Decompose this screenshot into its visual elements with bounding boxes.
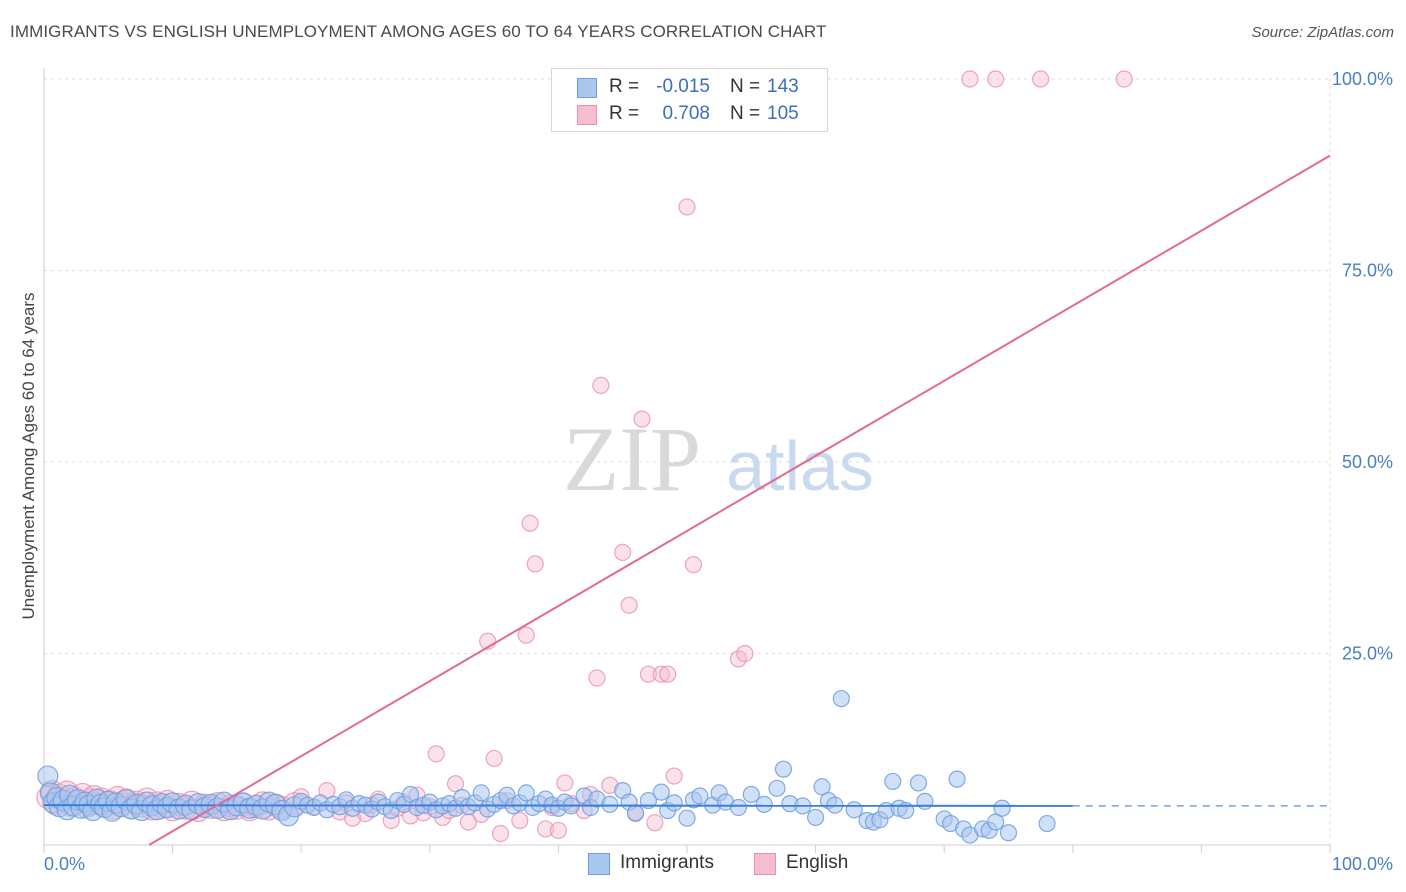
immigrants-point bbox=[652, 783, 670, 801]
source-label: Source: ZipAtlas.com bbox=[1251, 24, 1394, 41]
english-point bbox=[592, 376, 610, 394]
watermark: ZIP atlas bbox=[563, 408, 874, 510]
english-point bbox=[588, 669, 606, 687]
english-point bbox=[620, 596, 638, 614]
immigrants-point bbox=[909, 774, 928, 792]
legend-r-label: R = bbox=[609, 76, 640, 97]
immigrants-point bbox=[999, 824, 1018, 842]
legend-n-label: N = bbox=[730, 103, 761, 124]
english-point bbox=[511, 811, 529, 830]
immigrants-point bbox=[832, 690, 850, 708]
immigrants-point bbox=[639, 791, 658, 810]
immigrants-point bbox=[755, 795, 773, 814]
english-point bbox=[526, 555, 544, 573]
tick-labels: 25.0% 50.0% 75.0% 100.0% 0.0% 100.0% bbox=[44, 69, 1393, 874]
immigrants-swatch bbox=[577, 78, 597, 98]
correlation-legend: R = -0.015 N = 143 R = 0.708 N = 105 bbox=[551, 68, 828, 132]
legend-n-value: 105 bbox=[767, 103, 799, 124]
immigrants-point bbox=[665, 794, 683, 812]
english-point bbox=[517, 626, 535, 644]
english-swatch bbox=[577, 105, 597, 125]
english-point bbox=[446, 775, 465, 793]
immigrants-point bbox=[517, 784, 535, 802]
immigrants-swatch bbox=[588, 853, 610, 875]
english-point bbox=[485, 749, 503, 768]
english-point bbox=[633, 410, 651, 428]
immigrants-point bbox=[678, 809, 696, 827]
english-point bbox=[659, 665, 677, 683]
immigrants-point bbox=[729, 798, 748, 817]
immigrants-point bbox=[1038, 814, 1056, 833]
x-tick-label-0: 0.0% bbox=[44, 854, 85, 874]
chart-title: IMMIGRANTS VS ENGLISH UNEMPLOYMENT AMONG… bbox=[10, 22, 827, 41]
immigrants-point bbox=[948, 770, 966, 788]
legend-n-label: N = bbox=[730, 76, 761, 97]
english-point bbox=[684, 556, 703, 574]
y-tick-label-3: 100.0% bbox=[1332, 69, 1393, 89]
immigrants-point bbox=[987, 813, 1005, 831]
immigrants-point bbox=[884, 772, 902, 791]
english-point bbox=[665, 767, 683, 785]
axes bbox=[43, 68, 1331, 853]
legend-r-label: R = bbox=[609, 103, 640, 124]
legend-row-english: R = 0.708 N = 105 bbox=[552, 102, 827, 128]
immigrants-trend-line bbox=[43, 804, 1073, 807]
legend-label-immigrants: Immigrants bbox=[620, 852, 714, 873]
english-trend-line bbox=[148, 154, 1331, 846]
immigrants-point bbox=[601, 795, 619, 814]
english-point bbox=[646, 814, 664, 832]
immigrants-point bbox=[768, 779, 786, 797]
series-legend: Immigrants English bbox=[0, 852, 1406, 878]
trend-lines bbox=[43, 154, 1331, 846]
english-point bbox=[614, 543, 632, 561]
english-point bbox=[1115, 70, 1133, 88]
english-swatch bbox=[754, 853, 776, 875]
english-point bbox=[536, 820, 555, 838]
immigrants-point bbox=[813, 778, 831, 796]
english-point bbox=[639, 665, 658, 683]
legend-r-value: -0.015 bbox=[656, 76, 710, 97]
legend-n-value: 143 bbox=[767, 76, 799, 97]
immigrants-point bbox=[806, 808, 825, 827]
y-tick-label-0: 25.0% bbox=[1342, 644, 1393, 664]
y-axis-label: Unemployment Among Ages 60 to 64 years bbox=[19, 293, 38, 620]
x-tick-label-1: 100.0% bbox=[1332, 854, 1393, 874]
legend-label-english: English bbox=[786, 852, 849, 873]
english-point bbox=[549, 821, 568, 840]
legend-r-value: 0.708 bbox=[662, 103, 710, 124]
english-point bbox=[491, 824, 510, 843]
english-point bbox=[736, 644, 754, 663]
immigrants-point bbox=[472, 784, 490, 802]
immigrants-point bbox=[845, 801, 863, 819]
watermark-zip: ZIP bbox=[563, 408, 701, 510]
english-point bbox=[652, 665, 670, 683]
english-point bbox=[1032, 70, 1050, 88]
english-point bbox=[521, 514, 539, 532]
legend-row-immigrants: R = -0.015 N = 143 bbox=[552, 75, 827, 101]
immigrants-point bbox=[691, 787, 709, 805]
immigrants-point bbox=[742, 785, 760, 804]
y-tick-label-2: 75.0% bbox=[1342, 261, 1393, 281]
immigrants-point bbox=[774, 760, 793, 778]
english-point bbox=[961, 70, 979, 88]
english-point bbox=[678, 198, 696, 216]
english-point bbox=[427, 745, 445, 763]
english-point bbox=[987, 70, 1005, 88]
immigrants-point bbox=[916, 792, 934, 810]
immigrants-point bbox=[626, 804, 645, 822]
immigrants-point bbox=[993, 799, 1011, 817]
y-tick-label-1: 50.0% bbox=[1342, 452, 1393, 472]
english-point bbox=[556, 774, 574, 792]
